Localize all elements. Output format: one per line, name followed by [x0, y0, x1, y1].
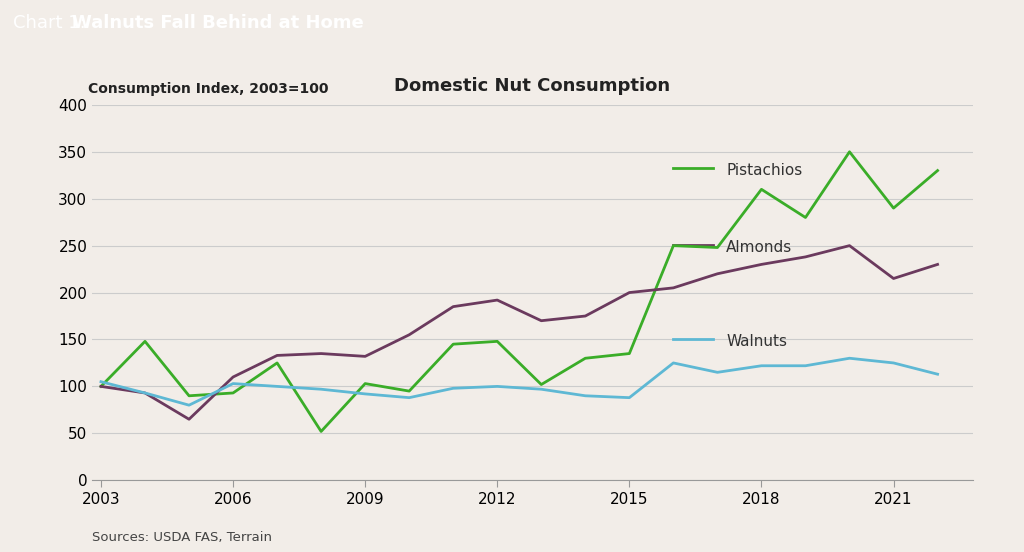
- Title: Domestic Nut Consumption: Domestic Nut Consumption: [394, 77, 671, 95]
- Text: Walnuts: Walnuts: [726, 334, 787, 349]
- Text: Pistachios: Pistachios: [726, 163, 803, 178]
- Text: Almonds: Almonds: [726, 240, 793, 255]
- Text: Chart 1:: Chart 1:: [13, 14, 92, 31]
- Text: Walnuts Fall Behind at Home: Walnuts Fall Behind at Home: [72, 14, 364, 31]
- Text: Sources: USDA FAS, Terrain: Sources: USDA FAS, Terrain: [92, 530, 272, 544]
- Text: Consumption Index, 2003=100: Consumption Index, 2003=100: [88, 82, 329, 97]
